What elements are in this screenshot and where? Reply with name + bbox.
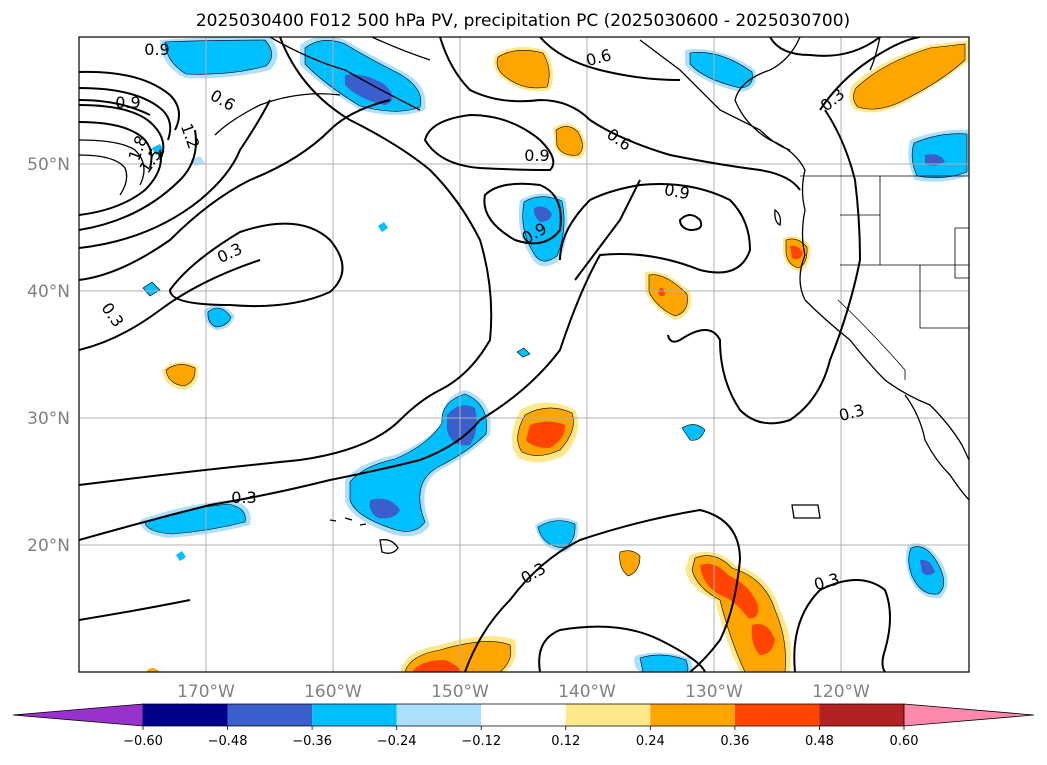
colorbar-segment	[312, 704, 397, 726]
x-axis-labels: 170°W 160°W 150°W 140°W 130°W 120°W	[177, 682, 870, 702]
precip-blob-warm-core	[526, 421, 566, 448]
plot-frame	[78, 36, 970, 673]
colorbar-segment	[396, 704, 482, 726]
contour-label: 0.9	[144, 40, 169, 59]
precip-blob-warm-core	[751, 624, 775, 655]
colorbar-segment	[650, 704, 735, 726]
colorbar-extend-low	[12, 703, 144, 727]
precip-blob-cool-fill	[911, 133, 968, 179]
coastlines	[214, 37, 969, 554]
colorbar-extend-high	[903, 703, 1035, 727]
precip-blob-cool-fill	[142, 281, 161, 297]
precip-blob-warm-core	[412, 660, 462, 672]
colorbar-tick-label: −0.12	[461, 734, 501, 749]
precip-blob-warm-fill	[496, 49, 550, 89]
colorbar-tick-label: 0.12	[551, 734, 580, 749]
colorbar-segment	[819, 704, 904, 726]
contour-label: 0.9	[663, 180, 691, 203]
colorbar-tick-label: −0.24	[377, 734, 417, 749]
precip-blob-cool-core	[447, 405, 477, 446]
colorbar-tick-label: −0.36	[292, 734, 332, 749]
x-tick-label: 150°W	[431, 682, 489, 702]
colorbar-segment	[565, 704, 651, 726]
colorbar-tick-label: −0.48	[208, 734, 248, 749]
contour-label: 0.3	[231, 488, 256, 507]
map-layers: 0.9 0.9 0.6 1.2 1.8 1.5 0.6 0.9 0.3 0.6 …	[79, 37, 969, 672]
colorbar-segment	[227, 704, 313, 726]
precip-blob-cool-fill	[522, 196, 565, 262]
x-tick-label: 170°W	[177, 682, 235, 702]
graticule	[79, 37, 969, 672]
precip-blob-warm-fill	[648, 274, 688, 317]
precip-blob-cool-core	[345, 74, 393, 105]
colorbar-segment	[143, 704, 228, 726]
precip-blob-cool-fill	[176, 551, 186, 561]
colorbar-tick-label: 0.36	[720, 734, 749, 749]
y-axis-labels: 20°N 30°N 40°N 50°N	[27, 155, 70, 556]
precip-blob-warm-fill	[555, 126, 583, 156]
contour-label: 0.9	[524, 146, 549, 165]
precip-blob-cool-core	[925, 154, 945, 166]
colorbar-tick-label: −0.60	[123, 734, 163, 749]
precip-negative-shading	[140, 37, 969, 672]
precip-blob-cool-core	[920, 559, 935, 575]
precip-blob-warm-fill	[165, 364, 196, 387]
precip-blob-warm-fill	[146, 668, 160, 672]
precip-blob-cool-core	[533, 206, 552, 222]
precip-blob-warm-core	[700, 563, 759, 619]
y-tick-label: 30°N	[27, 409, 70, 429]
colorbar-tick-label: 0.24	[636, 734, 665, 749]
x-tick-label: 160°W	[304, 682, 362, 702]
colorbar-tick-label: 0.48	[805, 734, 834, 749]
colorbar-segment	[734, 704, 820, 726]
y-tick-label: 40°N	[27, 282, 70, 302]
y-tick-label: 20°N	[27, 536, 70, 556]
y-tick-label: 50°N	[27, 155, 70, 175]
x-tick-label: 140°W	[558, 682, 616, 702]
precip-blob-cool-fill	[207, 307, 232, 328]
x-tick-label: 130°W	[685, 682, 743, 702]
colorbar-frame	[143, 703, 904, 727]
pv-contours	[79, 37, 921, 672]
precip-blob-cool-fill	[537, 520, 576, 549]
precip-blob-warm-fill	[853, 43, 966, 110]
precip-blob-warm-fill	[619, 550, 641, 577]
chart-title: 2025030400 F012 500 hPa PV, precipitatio…	[196, 11, 850, 31]
precip-blob-cool-core	[369, 498, 400, 519]
precip-blob-cool-fill	[689, 52, 753, 89]
colorbar-segment	[481, 704, 566, 726]
precip-blob-warm-core	[790, 245, 803, 260]
precip-blob-cool-fill	[164, 39, 273, 75]
precip-positive-shading	[146, 40, 969, 672]
x-tick-label: 120°W	[812, 682, 870, 702]
precip-blob-cool-fill	[516, 347, 531, 358]
colorbar-tick-label: 0.60	[890, 734, 919, 749]
contour-label: 0.9	[115, 93, 140, 112]
precip-blob-cool-fill	[378, 222, 388, 232]
precip-blob-warm-core	[658, 287, 665, 297]
precip-blob-cool-fill	[681, 424, 706, 441]
colorbar: −0.60 −0.48 −0.36 −0.24 −0.12 0.12 0.24 0.36 0.4…	[12, 703, 1035, 749]
